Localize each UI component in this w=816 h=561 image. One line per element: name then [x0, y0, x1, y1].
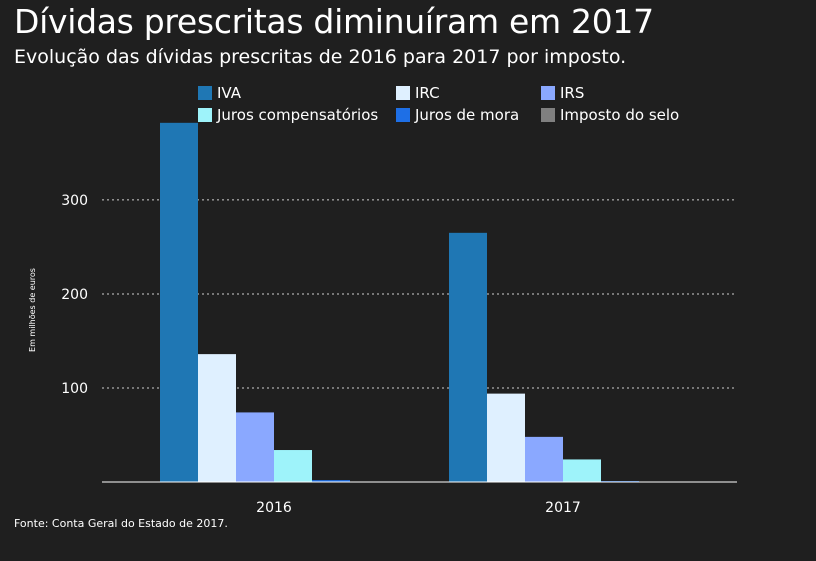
y-axis-label: Em milhões de euros	[28, 268, 37, 352]
x-tick-label: 2017	[545, 500, 581, 516]
legend-item: Juros de mora	[396, 106, 519, 124]
legend-item: Juros compensatórios	[198, 106, 378, 124]
legend-swatch	[198, 86, 212, 100]
legend-label: IRC	[415, 84, 440, 102]
x-tick-label: 2016	[256, 500, 292, 516]
bar	[274, 450, 312, 482]
chart-subtitle: Evolução das dívidas prescritas de 2016 …	[14, 46, 627, 68]
bar	[487, 393, 525, 482]
bar	[563, 459, 601, 482]
y-tick-label: 100	[61, 381, 88, 397]
legend-label: IRS	[560, 84, 585, 102]
legend-swatch	[541, 86, 555, 100]
y-tick-label: 200	[61, 287, 88, 303]
legend-swatch	[396, 86, 410, 100]
legend-item: IRC	[396, 84, 440, 102]
legend-swatch	[198, 108, 212, 122]
legend-label: IVA	[217, 84, 241, 102]
chart-legend: IVA IRC IRS Juros compensatórios Juros de mo…	[198, 84, 718, 126]
chart-title: Dívidas prescritas diminuíram em 2017	[14, 2, 654, 41]
legend-item: IVA	[198, 84, 241, 102]
legend-label: Imposto do selo	[560, 106, 680, 124]
bar	[236, 412, 274, 482]
legend-label: Juros de mora	[415, 106, 520, 124]
y-tick-label: 300	[61, 193, 88, 209]
source-note: Fonte: Conta Geral do Estado de 2017.	[14, 517, 228, 530]
bar	[198, 354, 236, 482]
legend-item: IRS	[541, 84, 584, 102]
bar	[525, 436, 563, 482]
bar	[160, 122, 198, 483]
legend-label: Juros compensatórios	[217, 106, 379, 124]
bar	[449, 232, 487, 482]
legend-swatch	[396, 108, 410, 122]
legend-item: Imposto do selo	[541, 106, 679, 124]
bar	[312, 480, 350, 482]
legend-swatch	[541, 108, 555, 122]
